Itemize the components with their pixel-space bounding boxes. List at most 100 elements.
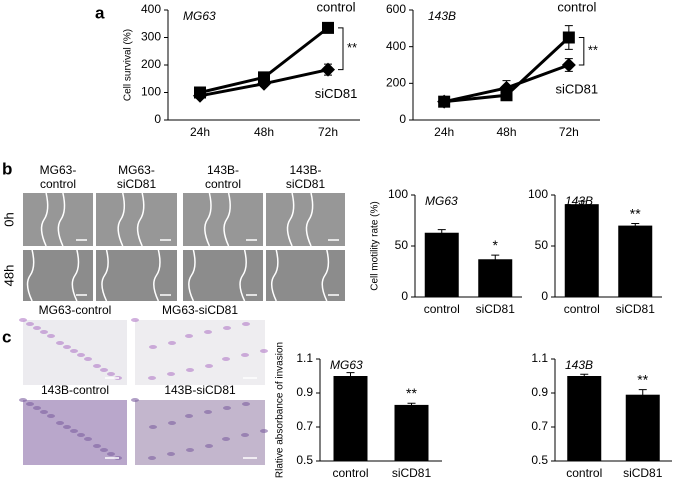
marker (193, 88, 207, 103)
stained-cell (241, 433, 249, 437)
chart-title: 143B (428, 9, 456, 23)
stained-cell (222, 437, 230, 441)
stained-cell (242, 322, 250, 326)
y-tick-label: 50 (395, 238, 409, 252)
stained-cell (63, 345, 71, 349)
column-label: MG63- (118, 163, 155, 177)
micrograph (23, 250, 93, 301)
stained-cell (204, 410, 212, 414)
y-tick-label: 100 (141, 85, 161, 99)
x-tick-label: control (424, 302, 460, 316)
stained-cell (77, 353, 85, 357)
bar (618, 225, 653, 297)
wound-edge (40, 192, 49, 247)
stained-cell (223, 406, 231, 410)
y-tick-label: 200 (386, 76, 406, 90)
bar (625, 394, 660, 461)
column-label: siCD81 (286, 177, 326, 191)
stained-cell (186, 448, 194, 452)
series-label: siCD81 (556, 81, 599, 96)
stained-cell (131, 318, 139, 322)
column-label: 143B- (207, 163, 239, 177)
stained-cell (168, 341, 176, 345)
column-label: 143B- (289, 163, 321, 177)
x-tick-label: control (566, 466, 602, 480)
row-label: 48h (1, 265, 16, 287)
stained-cell (56, 421, 64, 425)
x-tick-label: siCD81 (392, 466, 432, 480)
x-tick-label: 48h (496, 125, 516, 139)
stained-cell (100, 448, 108, 452)
stained-cell (149, 345, 157, 349)
y-tick-label: 1.1 (296, 351, 313, 365)
stained-cell (26, 402, 34, 406)
significance: * (493, 237, 499, 253)
stained-cell (47, 334, 55, 338)
significance: ** (406, 385, 417, 401)
stained-cell (70, 429, 78, 433)
error-bar (491, 254, 500, 264)
stained-cell (33, 326, 41, 330)
bar (478, 259, 513, 297)
stained-cell (107, 452, 115, 456)
stained-cell (168, 421, 176, 425)
stained-cell (241, 353, 249, 357)
y-tick-label: 0.7 (296, 419, 313, 433)
series-label: control (316, 0, 355, 14)
micrograph (135, 400, 265, 465)
wound-edge (270, 249, 279, 302)
stained-cell (26, 322, 34, 326)
error-bar (577, 200, 586, 208)
wound-edge (153, 249, 161, 302)
stained-cell (40, 330, 48, 334)
stained-cell (148, 376, 156, 380)
wound-edge (223, 192, 231, 247)
significance: ** (588, 43, 598, 58)
image-label: 143B-control (41, 383, 109, 397)
micrograph (96, 193, 177, 246)
column-label: control (205, 177, 241, 191)
wound-edge (239, 249, 247, 302)
significance-bracket (338, 27, 344, 71)
wound-edge (188, 249, 196, 302)
y-axis-label: Cell survival (%) (123, 29, 134, 101)
y-tick-label: 0 (399, 112, 406, 126)
bar (567, 376, 602, 461)
stained-cell (19, 398, 27, 402)
y-tick-label: 0.9 (531, 385, 548, 399)
chart-title: MG63 (425, 194, 458, 208)
micrograph (135, 320, 265, 385)
y-tick-label: 400 (386, 39, 406, 53)
stained-cell (107, 372, 115, 376)
x-tick-label: siCD81 (623, 466, 663, 480)
stained-cell (77, 433, 85, 437)
y-tick-label: 0 (541, 289, 548, 303)
wound-edge (26, 249, 35, 302)
x-tick-label: 72h (559, 125, 579, 139)
micrograph (266, 250, 345, 301)
chart-title: MG63 (330, 358, 363, 372)
wound-edge (305, 192, 314, 247)
wound-edge (321, 249, 330, 302)
marker (499, 80, 514, 95)
stained-cell (33, 406, 41, 410)
stained-cell (204, 330, 212, 334)
image-label: MG63-control (39, 303, 112, 317)
micrograph (183, 250, 263, 301)
wound-edge (101, 249, 109, 302)
marker (562, 31, 575, 44)
stained-cell (70, 349, 78, 353)
stained-cell (260, 429, 268, 433)
y-tick-label: 100 (388, 187, 408, 201)
stained-cell (93, 444, 101, 448)
stained-cell (84, 357, 92, 361)
x-tick-label: control (332, 466, 368, 480)
stained-cell (260, 349, 268, 353)
y-tick-label: 50 (535, 238, 549, 252)
stained-cell (242, 402, 250, 406)
marker (321, 62, 335, 77)
bar (333, 376, 368, 461)
y-tick-label: 0.5 (296, 453, 313, 467)
stained-cell (93, 364, 101, 368)
wound-edge (117, 192, 126, 247)
